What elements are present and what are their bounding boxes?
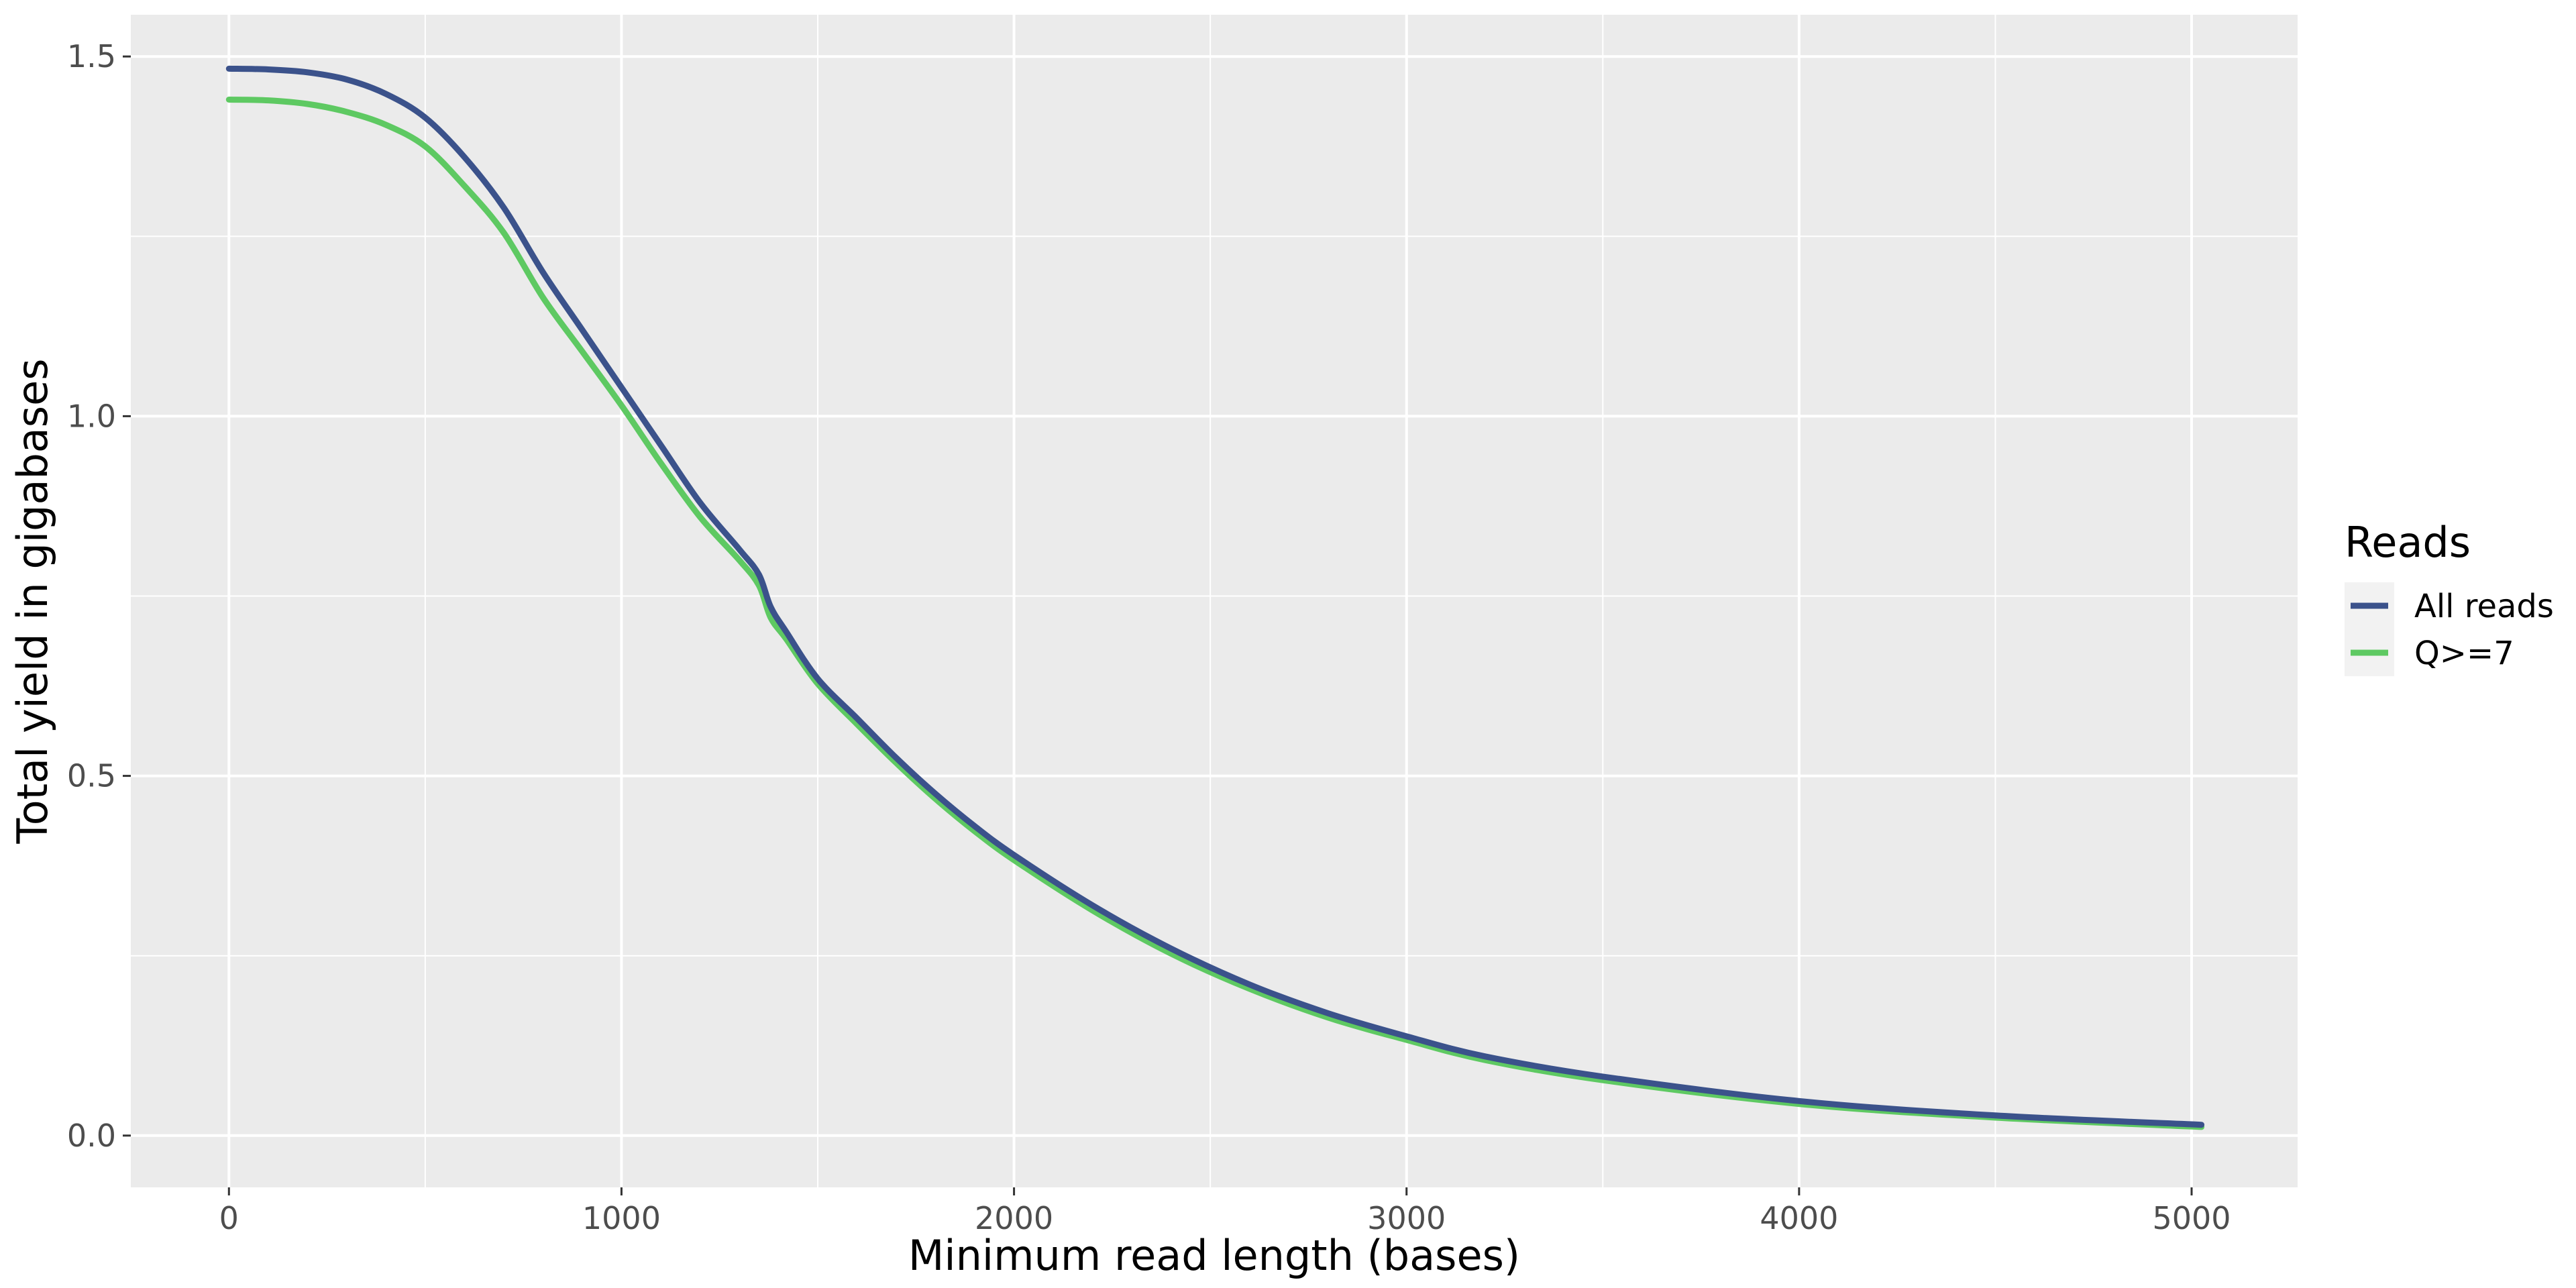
- legend-entry-label: All reads: [2414, 588, 2554, 625]
- x-tick-label: 2000: [975, 1200, 1053, 1236]
- series-line-all-reads: [225, 65, 2205, 1128]
- x-tick-label: 4000: [1760, 1200, 1838, 1236]
- x-axis-title: Minimum read length (bases): [908, 1231, 1520, 1280]
- x-axis-ticks: 0 1000 2000 3000 4000 5000: [219, 1187, 2231, 1236]
- y-tick-label: 0.0: [67, 1118, 116, 1154]
- legend: Reads All reads Q>=7: [2345, 518, 2554, 676]
- plot-panel: [131, 15, 2298, 1187]
- x-tick-label: 1000: [582, 1200, 661, 1236]
- series-lines: [225, 65, 2205, 1130]
- series-line-q-7: [225, 97, 2205, 1130]
- y-tick-label: 1.5: [67, 38, 116, 74]
- x-tick-label: 5000: [2152, 1200, 2231, 1236]
- legend-entry-label: Q>=7: [2414, 635, 2514, 672]
- major-gridlines: [131, 15, 2298, 1187]
- y-tick-label: 0.5: [67, 758, 116, 794]
- minor-gridlines: [131, 15, 2298, 1187]
- y-axis-title: Total yield in gigabases: [8, 358, 57, 844]
- y-tick-label: 1.0: [67, 398, 116, 434]
- x-tick-label: 0: [219, 1200, 239, 1236]
- legend-title: Reads: [2345, 518, 2471, 567]
- legend-items: All reads Q>=7: [2345, 582, 2554, 676]
- x-tick-label: 3000: [1367, 1200, 1446, 1236]
- y-axis-ticks: 0.0 0.5 1.0 1.5: [67, 38, 131, 1154]
